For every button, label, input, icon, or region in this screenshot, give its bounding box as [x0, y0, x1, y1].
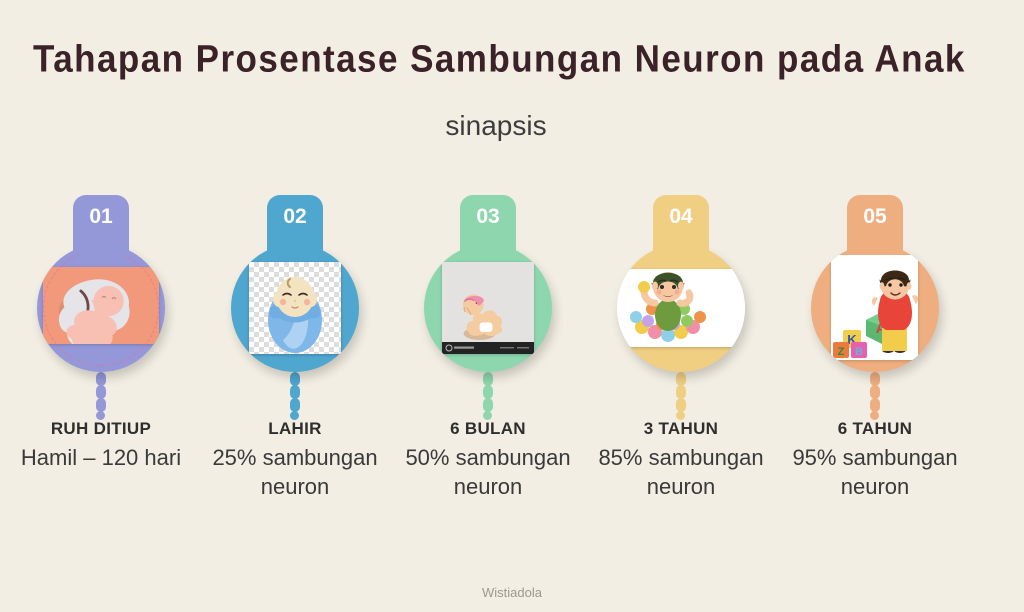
svg-text:B: B	[855, 346, 863, 358]
svg-text:Z: Z	[838, 346, 845, 358]
